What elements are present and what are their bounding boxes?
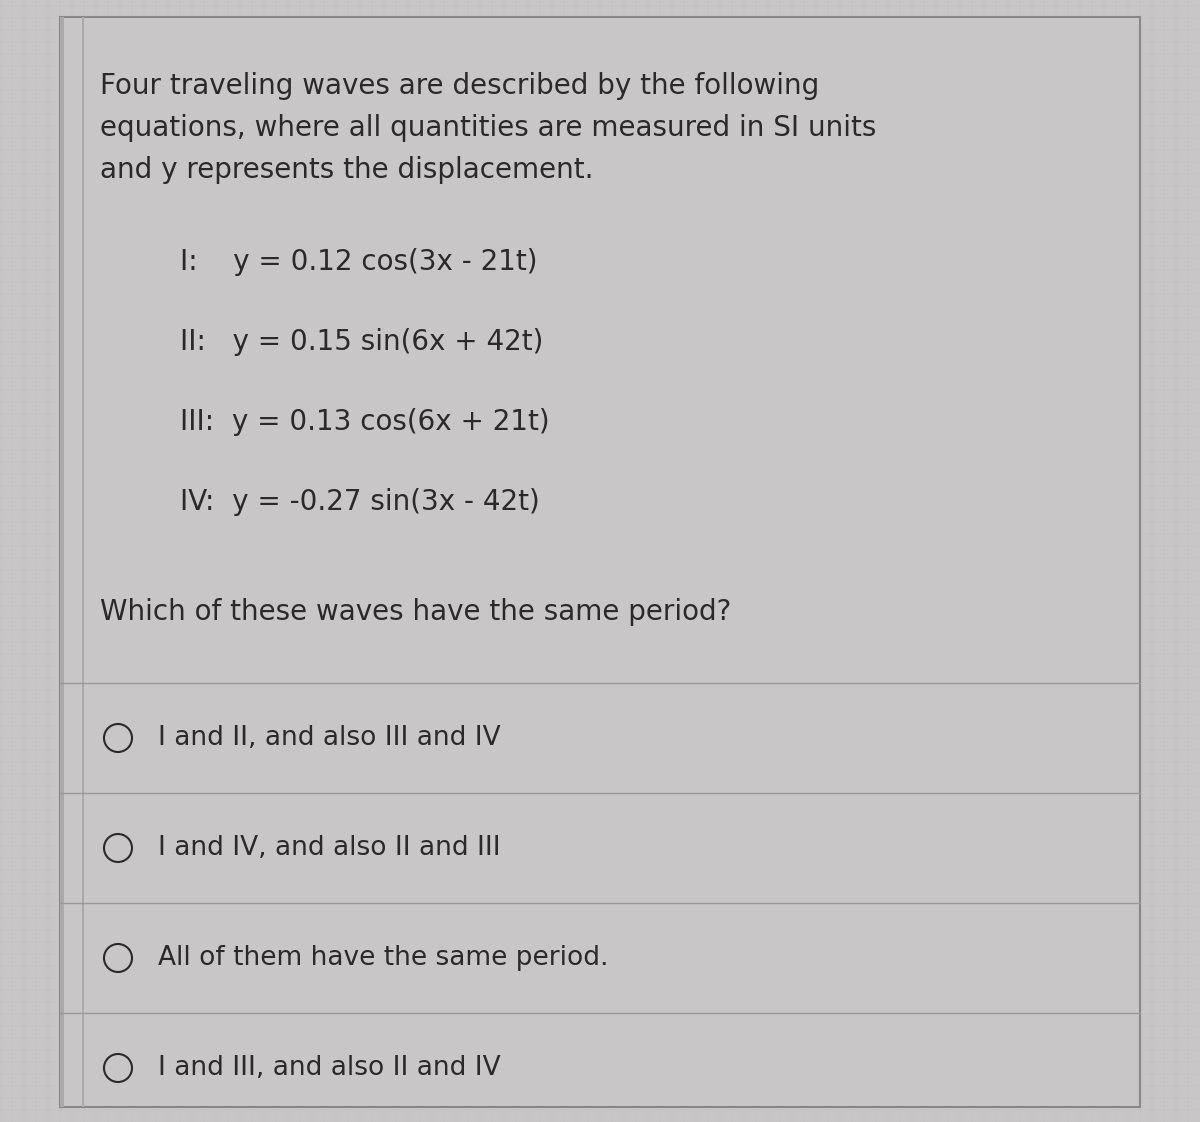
Text: equations, where all quantities are measured in SI units: equations, where all quantities are meas… <box>100 114 876 142</box>
Text: I and II, and also III and IV: I and II, and also III and IV <box>158 725 500 751</box>
Text: I:    y = 0.12 cos(3x - 21t): I: y = 0.12 cos(3x - 21t) <box>180 248 538 276</box>
Text: II:   y = 0.15 sin(6x + 42t): II: y = 0.15 sin(6x + 42t) <box>180 328 544 356</box>
Text: All of them have the same period.: All of them have the same period. <box>158 945 608 971</box>
Text: III:  y = 0.13 cos(6x + 21t): III: y = 0.13 cos(6x + 21t) <box>180 408 550 436</box>
Text: IV:  y = -0.27 sin(3x - 42t): IV: y = -0.27 sin(3x - 42t) <box>180 488 540 516</box>
Text: Four traveling waves are described by the following: Four traveling waves are described by th… <box>100 72 820 100</box>
Text: I and IV, and also II and III: I and IV, and also II and III <box>158 835 500 861</box>
Text: and y represents the displacement.: and y represents the displacement. <box>100 156 594 184</box>
Bar <box>82 17 84 1107</box>
Bar <box>60 17 64 1107</box>
Text: I and III, and also II and IV: I and III, and also II and IV <box>158 1055 500 1080</box>
Text: Which of these waves have the same period?: Which of these waves have the same perio… <box>100 598 731 626</box>
